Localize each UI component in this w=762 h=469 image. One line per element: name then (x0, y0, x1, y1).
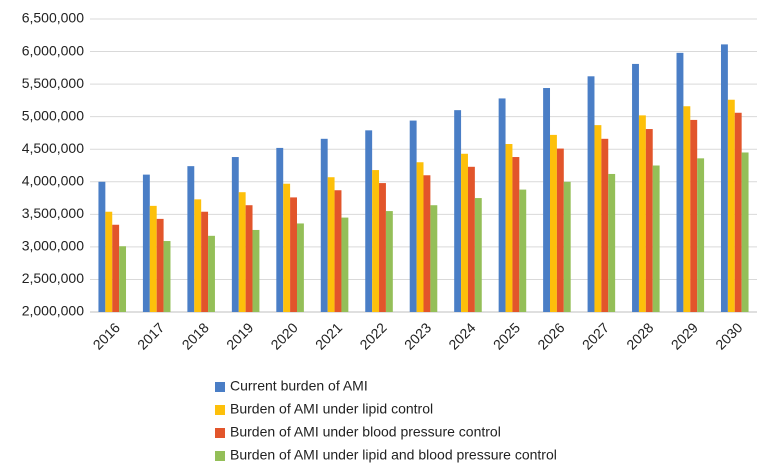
bar (231, 157, 239, 312)
bar (474, 198, 482, 312)
bar (238, 192, 246, 312)
bar (720, 44, 728, 312)
y-tick-label: 2,500,000 (22, 270, 84, 286)
bar (652, 165, 660, 312)
bar (601, 138, 609, 312)
bar (498, 98, 506, 313)
bar (194, 199, 202, 312)
bar (142, 174, 150, 312)
x-tick-label: 2019 (223, 319, 256, 352)
x-tick-label: 2028 (623, 319, 656, 352)
bar (208, 235, 215, 312)
x-tick-label: 2022 (356, 319, 389, 352)
bar (385, 211, 393, 312)
y-tick-label: 3,500,000 (22, 205, 84, 221)
bar (690, 119, 698, 312)
bar (727, 99, 735, 312)
x-tick-label: 2023 (401, 319, 434, 352)
x-tick-label: 2024 (445, 319, 478, 352)
legend-label: Burden of AMI under blood pressure contr… (230, 424, 501, 440)
bar (632, 63, 639, 312)
legend-label: Burden of AMI under lipid control (230, 401, 433, 417)
bar (372, 170, 380, 312)
legend-label: Burden of AMI under lipid and blood pres… (230, 447, 557, 463)
bar (587, 76, 595, 312)
y-tick-label: 6,500,000 (22, 10, 84, 26)
y-tick-label: 5,500,000 (22, 75, 84, 91)
bar (327, 177, 335, 312)
bar (550, 134, 557, 312)
bar (379, 183, 386, 312)
bar (512, 157, 520, 312)
legend-swatch (215, 451, 225, 461)
bar (252, 229, 260, 312)
bar (149, 205, 157, 312)
bar (519, 189, 527, 312)
bar (608, 173, 616, 312)
x-tick-label: 2025 (490, 319, 523, 352)
legend-label: Current burden of AMI (230, 378, 368, 394)
bar (112, 224, 120, 312)
x-tick-label: 2027 (579, 319, 612, 352)
x-tick-label: 2017 (134, 319, 167, 352)
legend-swatch (215, 428, 225, 438)
bar (683, 106, 691, 312)
bar (187, 166, 195, 312)
bar (320, 138, 328, 312)
bar (430, 205, 438, 312)
bar (543, 88, 551, 312)
bar (201, 211, 209, 312)
bar (454, 110, 462, 313)
bar (365, 130, 373, 312)
bar (594, 125, 602, 313)
bar (119, 246, 127, 312)
y-tick-label: 4,000,000 (22, 172, 84, 188)
legend-swatch (215, 405, 225, 415)
bar (423, 175, 431, 312)
bar (105, 211, 113, 312)
y-tick-label: 3,000,000 (22, 238, 84, 254)
y-tick-label: 2,000,000 (22, 303, 84, 319)
bar (741, 152, 749, 312)
y-tick-label: 4,500,000 (22, 140, 84, 156)
bar (734, 112, 742, 312)
y-tick-label: 5,000,000 (22, 107, 84, 123)
bar (467, 166, 475, 312)
x-tick-label: 2018 (179, 319, 212, 352)
x-tick-label: 2016 (90, 319, 123, 352)
bar (645, 129, 653, 312)
bar (505, 144, 513, 312)
x-tick-label: 2021 (312, 319, 345, 352)
bar (98, 181, 106, 312)
bar (156, 218, 164, 312)
bar (563, 181, 571, 312)
bar (461, 153, 468, 312)
bar (556, 148, 564, 312)
bar (416, 162, 424, 312)
x-tick-label: 2020 (267, 319, 300, 352)
bar (296, 223, 304, 312)
bar (290, 197, 297, 312)
legend-swatch (215, 382, 225, 392)
bar (341, 217, 349, 312)
bar (276, 147, 284, 312)
bar (638, 115, 646, 312)
x-tick-label: 2030 (712, 319, 745, 352)
bar (334, 190, 342, 312)
bar (409, 120, 417, 312)
bar (697, 158, 705, 312)
bar (283, 183, 291, 312)
bar (245, 205, 253, 312)
bar (676, 52, 684, 312)
x-tick-label: 2026 (534, 319, 567, 352)
bar (163, 241, 171, 312)
x-tick-label: 2029 (668, 319, 701, 352)
y-tick-label: 6,000,000 (22, 42, 84, 58)
